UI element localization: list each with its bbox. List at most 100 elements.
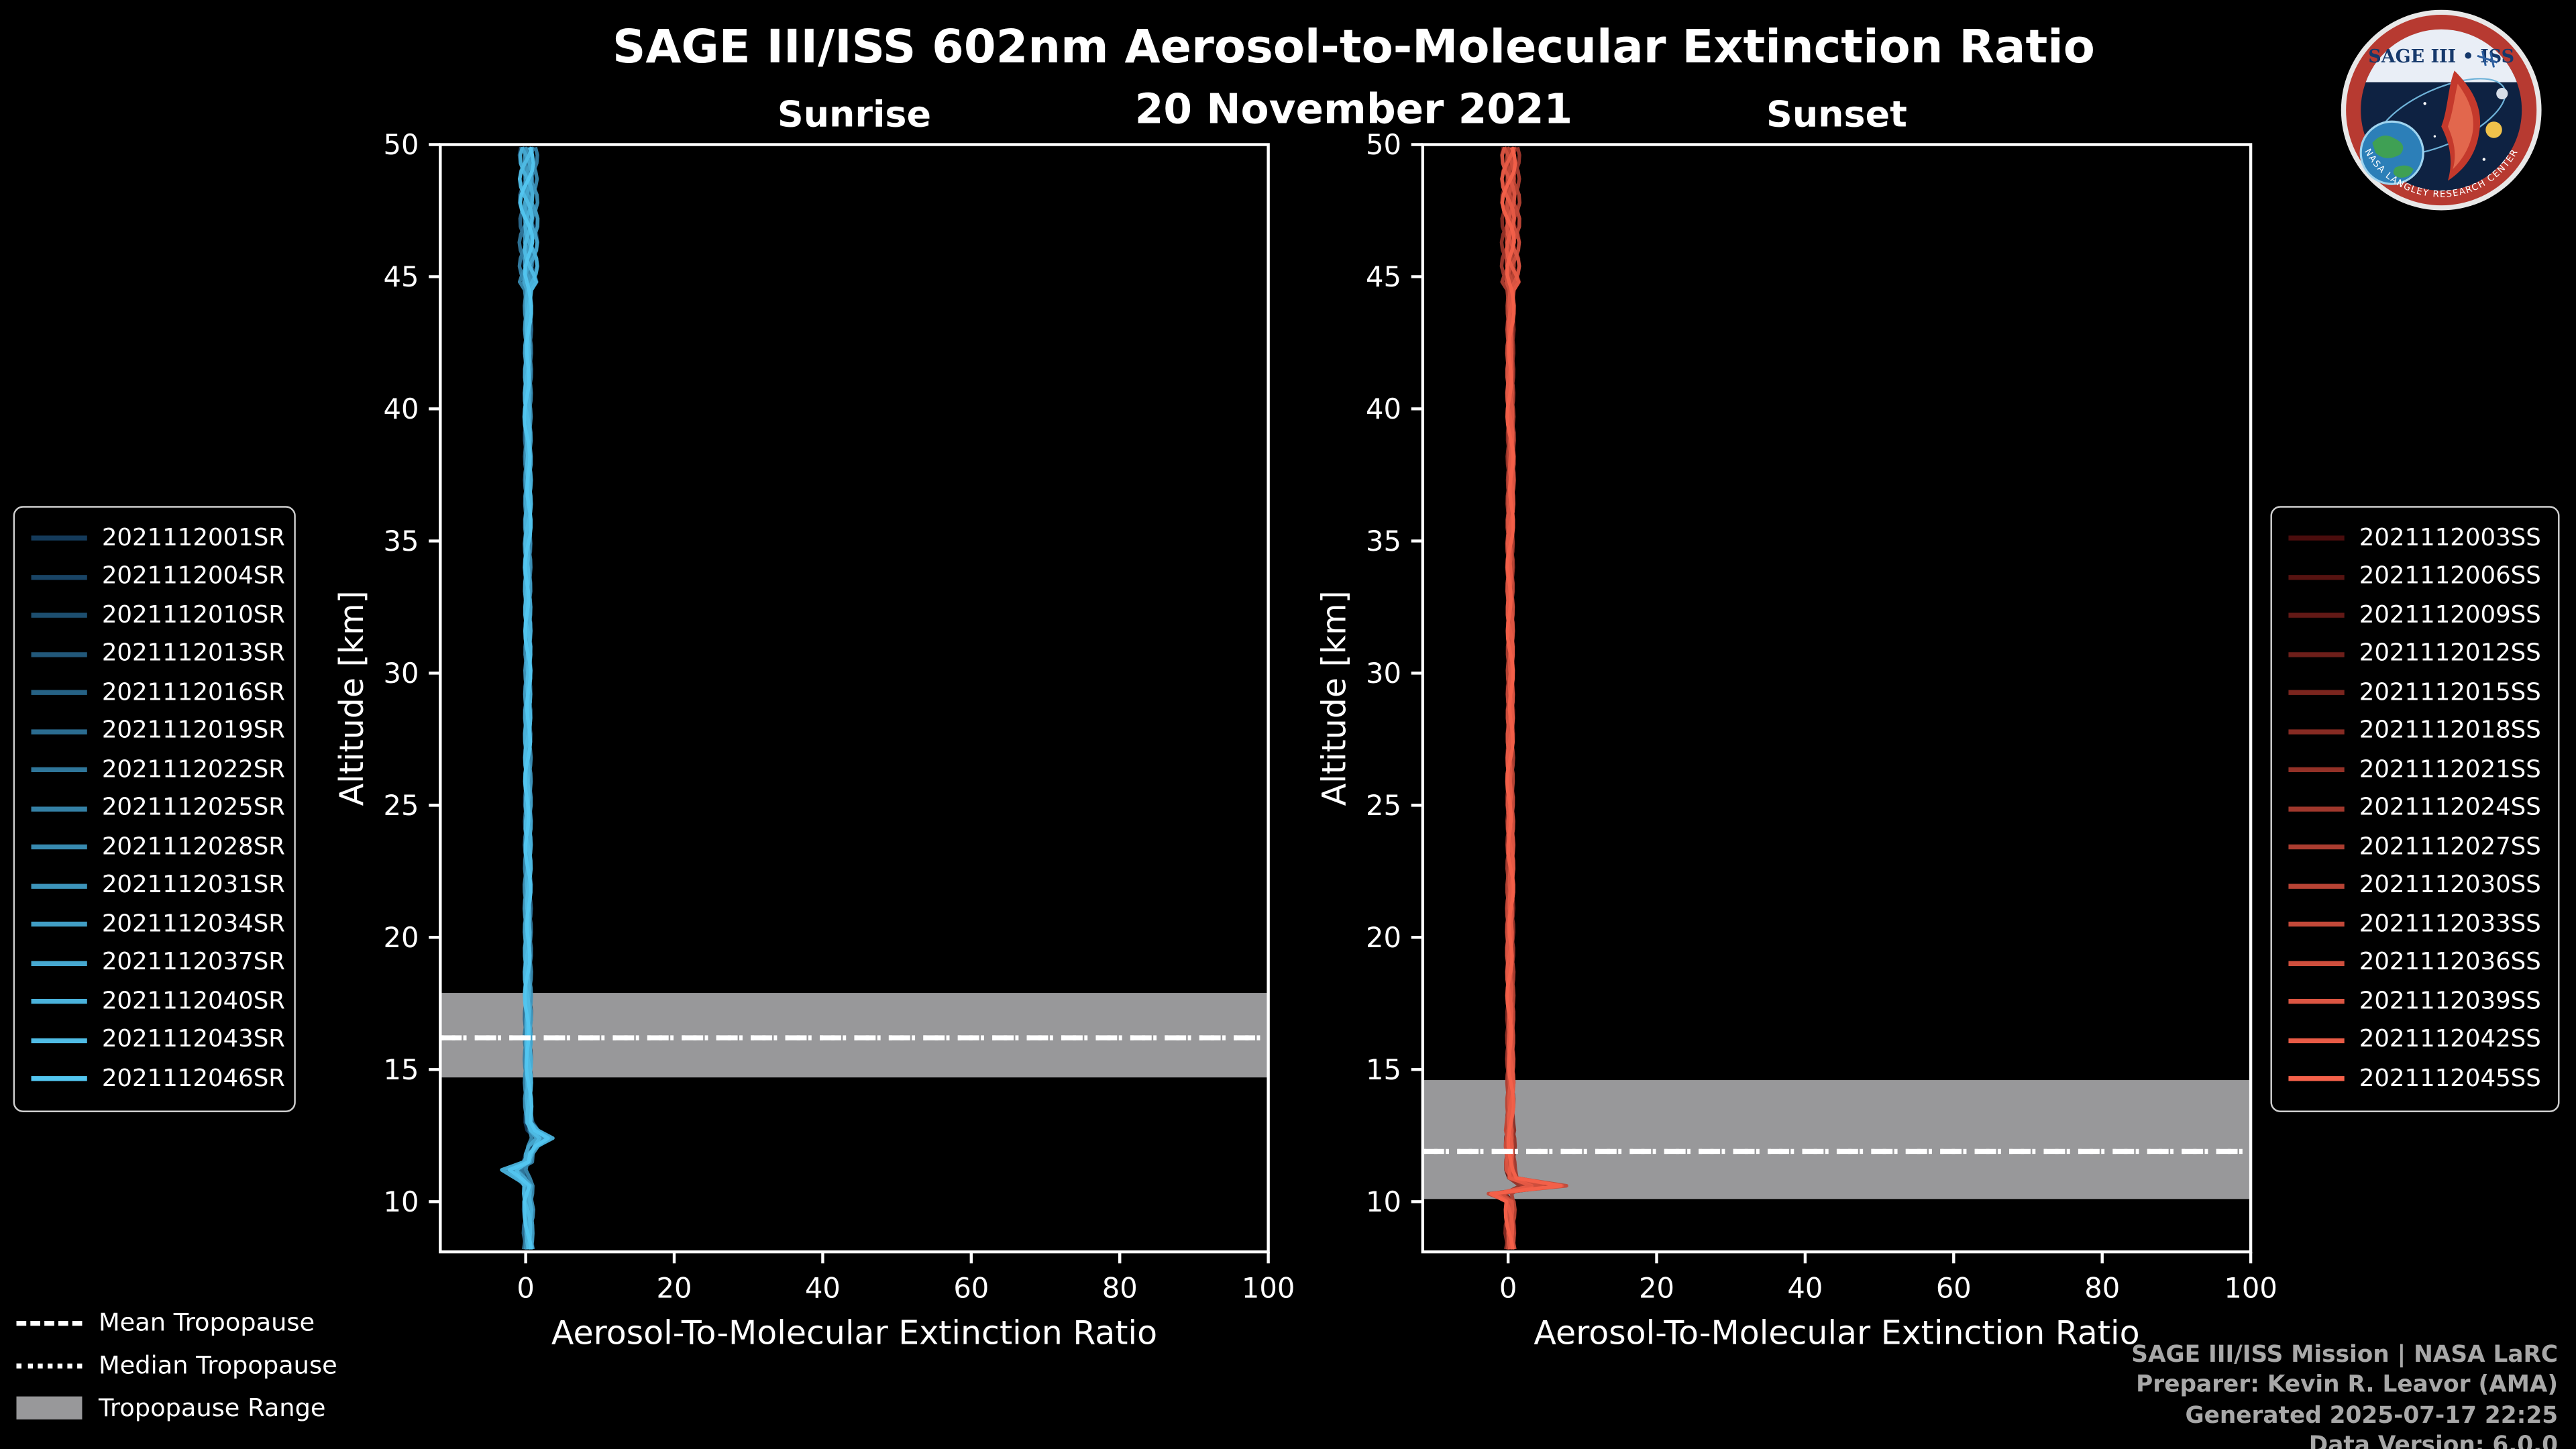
legend-item: 2021112006SS (2288, 557, 2541, 596)
tropopause-patch-sample (16, 1396, 83, 1419)
y-tick-label: 25 (1366, 789, 1401, 822)
mission-logo: SAGE III • ISS NASA LANGLEY RESEA (2339, 8, 2543, 212)
y-tick-label: 40 (384, 392, 419, 425)
legend-item: 2021112016SR (31, 674, 285, 712)
legend-line-swatch (2288, 612, 2345, 619)
y-tick-label: 15 (1366, 1053, 1401, 1086)
logo-mission-text: SAGE III • ISS (2368, 46, 2514, 67)
legend-item-label: 2021112019SR (101, 718, 286, 745)
legend-line-swatch (2288, 535, 2345, 541)
legend-item: 2021112013SR (31, 635, 285, 674)
x-tick-label: 100 (1242, 1272, 1295, 1305)
legend-item: 2021112036SS (2288, 944, 2541, 983)
y-tick-label: 50 (1366, 128, 1401, 161)
logo-figure-highlight (2447, 83, 2473, 170)
logo-sun (2485, 121, 2502, 138)
tropopause-legend-item: Tropopause Range (16, 1387, 337, 1430)
legend-line-swatch (31, 960, 87, 966)
y-tick-label: 20 (1366, 921, 1401, 954)
legend-item-label: 2021112013SR (101, 641, 286, 667)
y-axis-label: Altitude [km] (333, 590, 371, 806)
legend-item-label: 2021112031SR (101, 873, 286, 900)
legend-item-label: 2021112018SS (2359, 718, 2541, 745)
legend-line-swatch (31, 999, 87, 1005)
x-tick-label: 40 (805, 1272, 841, 1305)
legend-item-label: 2021112046SR (101, 1065, 286, 1092)
series-line-2021112046SR (507, 146, 550, 1250)
legend-item-label: 2021112012SS (2359, 641, 2541, 667)
credit-line: SAGE III/ISS Mission | NASA LaRC (2131, 1342, 2559, 1369)
logo-earth-land-2 (2393, 165, 2414, 178)
credit-line: Preparer: Kevin R. Leavor (AMA) (2136, 1373, 2559, 1399)
y-tick-label: 35 (384, 525, 419, 557)
legend-item-label: 2021112037SR (101, 950, 286, 977)
legend-item-label: 2021112010SR (101, 602, 286, 629)
legend-item: 2021112040SR (31, 982, 285, 1021)
legend-line-swatch (31, 651, 87, 657)
tropopause-legend-item: Median Tropopause (16, 1344, 337, 1387)
legend-item-label: 2021112043SR (101, 1027, 286, 1054)
series-line-2021112045SS (1489, 146, 1563, 1250)
y-tick-label: 45 (1366, 260, 1401, 293)
legend-line-swatch (31, 883, 87, 889)
tropopause-dashed-sample (16, 1320, 83, 1326)
legend-item-label: 2021112024SS (2359, 795, 2541, 822)
tropopause-legend: Mean Tropopause Median Tropopause Tropopau… (16, 1301, 337, 1430)
sunset-plot-area (1422, 146, 2251, 1250)
legend-line-swatch (2288, 767, 2345, 773)
legend-line-swatch (31, 845, 87, 850)
tropopause-legend-item: Mean Tropopause (16, 1301, 337, 1344)
legend-item-label: 2021112025SR (101, 795, 286, 822)
legend-item-label: 2021112040SR (101, 988, 286, 1015)
figure-date: 20 November 2021 (1134, 85, 1573, 133)
y-tick-label: 25 (384, 789, 419, 822)
legend-item: 2021112022SR (31, 751, 285, 790)
legend-line-swatch (2288, 845, 2345, 850)
tropopause-legend-label: Tropopause Range (98, 1393, 326, 1423)
legend-item-label: 2021112039SS (2359, 988, 2541, 1015)
x-axis-label: Aerosol-To-Molecular Extinction Ratio (1534, 1313, 2139, 1352)
legend-item-label: 2021112001SR (101, 525, 286, 552)
x-tick-label: 100 (2224, 1272, 2277, 1305)
y-tick-label: 15 (384, 1053, 419, 1086)
legend-item: 2021112031SR (31, 867, 285, 906)
legend-item: 2021112030SS (2288, 867, 2541, 906)
legend-line-swatch (31, 767, 87, 773)
legend-item-label: 2021112045SS (2359, 1065, 2541, 1092)
legend-line-swatch (2288, 729, 2345, 735)
y-tick-label: 40 (1366, 392, 1401, 425)
legend-item: 2021112012SS (2288, 635, 2541, 674)
tropopause-band (1422, 1080, 2251, 1199)
legend-item: 2021112039SS (2288, 982, 2541, 1021)
tropopause-legend-label: Mean Tropopause (98, 1307, 315, 1338)
legend-item: 2021112001SR (31, 519, 285, 558)
x-tick-label: 40 (1787, 1272, 1823, 1305)
legend-item: 2021112043SR (31, 1021, 285, 1060)
legend-item-label: 2021112030SS (2359, 873, 2541, 900)
legend-item-label: 2021112006SS (2359, 564, 2541, 590)
credit-line: Data Version: 6.0.0 (2308, 1433, 2559, 1449)
y-tick-label: 35 (1366, 525, 1401, 557)
legend-line-swatch (2288, 574, 2345, 580)
legend-line-swatch (31, 690, 87, 696)
legend-item: 2021112004SR (31, 557, 285, 596)
legend-item-label: 2021112003SS (2359, 525, 2541, 552)
y-tick-label: 20 (384, 921, 419, 954)
legend-item-label: 2021112033SS (2359, 911, 2541, 938)
logo-earth-atmosphere (2359, 120, 2424, 185)
legend-line-swatch (2288, 922, 2345, 928)
tropopause-band (440, 993, 1269, 1078)
y-axis-label: Altitude [km] (1316, 590, 1354, 806)
x-tick-label: 80 (1102, 1272, 1138, 1305)
legend-item-label: 2021112015SS (2359, 680, 2541, 706)
legend-item-label: 2021112027SS (2359, 834, 2541, 861)
y-tick-label: 45 (384, 260, 419, 293)
tropopause-dotted-sample (16, 1362, 83, 1368)
legend-item-label: 2021112021SS (2359, 757, 2541, 784)
legend-line-swatch (2288, 960, 2345, 966)
y-tick-label: 10 (1366, 1185, 1401, 1218)
panel-border (439, 143, 1270, 1254)
legend-item: 2021112037SR (31, 944, 285, 983)
logo-iss-sketch (2477, 50, 2498, 68)
